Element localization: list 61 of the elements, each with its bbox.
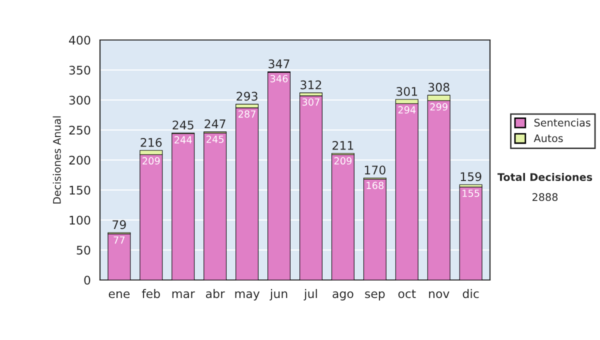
total-label: 308 [428,82,450,92]
y-tick-label: 100 [70,216,90,225]
text: Total Decisiones [497,172,592,182]
x-tick-label: feb [142,289,160,298]
legend-label: Sentencias [534,118,590,127]
bar [395,103,418,280]
y-tick-label: 150 [70,186,90,195]
x-tick-label: dic [462,289,479,298]
bar [331,154,354,280]
x-tick-label: sep [365,291,385,300]
data-label: 245 [206,136,224,143]
total-label: 79 [112,220,126,230]
legend-label: Autos [534,134,563,142]
data-label: 244 [174,136,192,144]
x-tick-label: mar [172,291,195,298]
total-label: 170 [364,166,386,175]
y-tick-label: 250 [69,126,90,135]
total-label: 293 [236,92,258,101]
y-axis-title: Decisiones Anual [52,116,61,204]
total-label: 312 [300,80,322,90]
x-tick-label: abr [206,289,225,298]
data-label: 155 [462,190,480,197]
data-label: 346 [270,74,288,82]
data-label: 299 [430,103,448,111]
data-label: 77 [114,236,125,244]
x-tick-label: ene [108,291,130,298]
bar [363,178,386,280]
total-label: 245 [172,120,194,130]
y-tick-label: 200 [69,156,90,165]
bar [459,186,482,280]
y-tick-label: 350 [69,66,90,75]
bar [172,133,195,280]
x-tick-label: oct [398,290,416,298]
x-tick-label: jul [304,289,317,300]
data-label: 287 [238,110,256,118]
data-label: 307 [302,98,320,106]
bar [140,154,163,280]
total-label: 159 [460,172,482,182]
x-tick-label: ago [332,291,354,300]
bar [236,108,259,280]
data-label: 168 [366,182,384,190]
y-tick-label: 400 [69,36,90,45]
total-label: 216 [140,138,162,147]
bar [300,96,322,280]
total-label: 211 [332,140,354,150]
data-label: 294 [398,106,416,114]
data-label: 209 [334,157,352,165]
x-tick-label: may [235,291,260,300]
total-label: 301 [396,86,418,96]
y-tick-label: 0 [84,276,90,285]
total-label: 347 [268,59,290,68]
total-label: 247 [204,119,226,128]
x-tick-label: jun [270,289,288,300]
bar [108,234,131,280]
y-tick-label: 300 [69,96,90,105]
x-tick-label: nov [429,291,450,298]
y-tick-label: 50 [76,246,90,255]
bar [204,132,227,280]
text: 2888 [532,193,558,202]
bar [268,72,290,280]
data-label: 209 [142,157,160,165]
